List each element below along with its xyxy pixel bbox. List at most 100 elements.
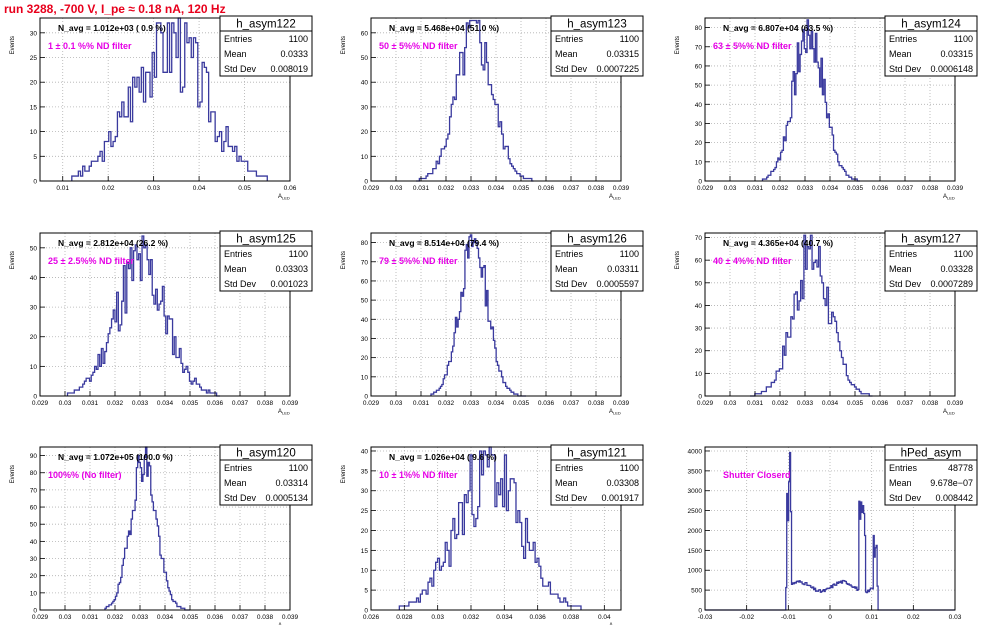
x-tick-label: 0.036: [207, 614, 224, 621]
y-tick-label: 3000: [688, 488, 703, 495]
stats-title: h_asym125: [236, 234, 295, 246]
filter-annotation: 100%% (No filter): [48, 470, 122, 480]
y-tick-label: 1500: [688, 548, 703, 555]
y-tick-label: 0: [364, 608, 368, 615]
stats-title: h_asym120: [236, 448, 295, 460]
x-tick-label: 0.038: [257, 614, 274, 621]
x-tick-label: -0.03: [698, 614, 713, 621]
x-tick-label: 0.034: [488, 400, 505, 407]
x-tick-label: 0.033: [132, 614, 149, 621]
y-tick-label: 20: [695, 348, 703, 355]
stats-value: 0.03328: [940, 264, 973, 274]
y-tick-label: 10: [361, 154, 369, 161]
y-axis-label: Events: [341, 36, 347, 54]
stats-label: Entries: [889, 34, 918, 44]
x-tick-label: 0.034: [822, 185, 839, 192]
x-tick-label: 0.039: [947, 400, 964, 407]
stats-label: Entries: [555, 463, 584, 473]
y-tick-label: 10: [30, 129, 38, 136]
x-tick-label: 0.04: [193, 185, 206, 192]
x-tick-label: 0.03: [431, 614, 444, 621]
stats-label: Mean: [224, 49, 247, 59]
stats-value: 0.0333: [280, 49, 308, 59]
x-tick-label: 0.032: [438, 185, 455, 192]
x-tick-label: 0.036: [530, 614, 547, 621]
filter-annotation: Shutter Closerd: [723, 470, 791, 480]
y-tick-label: 10: [695, 371, 703, 378]
stats-label: Entries: [889, 463, 918, 473]
y-tick-label: 80: [30, 470, 38, 477]
navg-label: N_avg = 1.072e+05 (100.0 %): [58, 452, 173, 462]
y-tick-label: 0: [33, 394, 37, 401]
stats-label: Entries: [889, 249, 918, 259]
stats-box: [884, 230, 978, 292]
x-tick-label: 0.038: [257, 400, 274, 407]
x-tick-label: 0.05: [238, 185, 251, 192]
stats-value: 1100: [289, 34, 308, 44]
y-tick-label: 0: [698, 394, 702, 401]
stats-value: 0.008442: [935, 493, 973, 503]
navg-label: N_avg = 6.807e+04 (63.5 %): [723, 23, 833, 33]
stats-label: Std Dev: [889, 279, 922, 289]
histogram-panel-h_asym127: 0.029 0.03 0.031 0.032 0.033 0.034 0.035 0.036 0…: [675, 230, 978, 416]
x-tick-label: 0.038: [588, 400, 605, 407]
x-tick-label: 0.034: [822, 400, 839, 407]
x-tick-label: 0.033: [797, 185, 814, 192]
y-tick-label: 40: [361, 80, 369, 87]
histogram-line: [71, 17, 268, 181]
x-tick-label: 0.036: [872, 185, 889, 192]
y-tick-label: 10: [361, 374, 369, 381]
y-axis-label: Events: [341, 251, 347, 269]
stats-value: 0.001023: [270, 279, 308, 289]
stats-label: Mean: [555, 264, 578, 274]
y-tick-label: 30: [30, 305, 38, 312]
stats-value: 0.03303: [275, 264, 308, 274]
y-tick-label: 0: [698, 179, 702, 186]
stats-label: Entries: [224, 34, 253, 44]
y-tick-label: 10: [695, 159, 703, 166]
histogram-panel-h_asym120: 0.029 0.03 0.031 0.032 0.033 0.034 0.035 0.036 0…: [10, 444, 313, 625]
x-tick-label: 0.03: [724, 400, 737, 407]
x-tick-label: 0.037: [563, 185, 580, 192]
stats-value: 1100: [620, 463, 639, 473]
y-tick-label: 50: [695, 83, 703, 90]
x-tick-label: 0.03: [59, 614, 72, 621]
x-tick-label: 0.036: [538, 400, 555, 407]
x-tick-label: 0.03: [949, 614, 962, 621]
y-tick-label: 15: [30, 104, 38, 111]
x-tick-label: 0.03: [147, 185, 160, 192]
x-tick-label: 0.03: [59, 400, 72, 407]
x-tick-label: 0.029: [32, 614, 49, 621]
x-tick-label: 0.031: [747, 185, 764, 192]
x-tick-label: 0.035: [513, 185, 530, 192]
filter-annotation: 10 ± 1%% ND filter: [379, 470, 458, 480]
x-tick-label: 0.02: [102, 185, 115, 192]
stats-title: h_asym126: [567, 234, 626, 246]
filter-annotation: 79 ± 5%% ND filter: [379, 256, 458, 266]
histogram-panel-h_asym126: 0.029 0.03 0.031 0.032 0.033 0.034 0.035 0.036 0…: [341, 230, 644, 416]
x-tick-label: 0: [828, 614, 832, 621]
x-tick-label: 0.034: [157, 400, 174, 407]
stats-value: 0.0006148: [930, 64, 973, 74]
y-tick-label: 30: [30, 30, 38, 37]
x-tick-label: 0.01: [865, 614, 878, 621]
x-tick-label: 0.031: [82, 614, 99, 621]
x-tick-label: 0.04: [598, 614, 611, 621]
x-tick-label: 0.038: [563, 614, 580, 621]
y-tick-label: 5: [364, 588, 368, 595]
y-tick-label: 10: [361, 568, 369, 575]
x-tick-label: 0.032: [107, 614, 124, 621]
navg-label: N_avg = 4.365e+04 (40.7 %): [723, 238, 833, 248]
x-tick-label: 0.036: [538, 185, 555, 192]
x-tick-label: 0.034: [157, 614, 174, 621]
stats-value: 0.0007289: [930, 279, 973, 289]
x-tick-label: 0.036: [207, 400, 224, 407]
x-tick-label: 0.026: [363, 614, 380, 621]
stats-box: [550, 230, 644, 292]
stats-value: 1100: [289, 463, 308, 473]
x-axis-label: ALED: [943, 409, 955, 416]
y-tick-label: 2500: [688, 508, 703, 515]
x-tick-label: 0.035: [513, 400, 530, 407]
y-tick-label: 20: [361, 129, 369, 136]
y-tick-label: 0: [33, 608, 37, 615]
